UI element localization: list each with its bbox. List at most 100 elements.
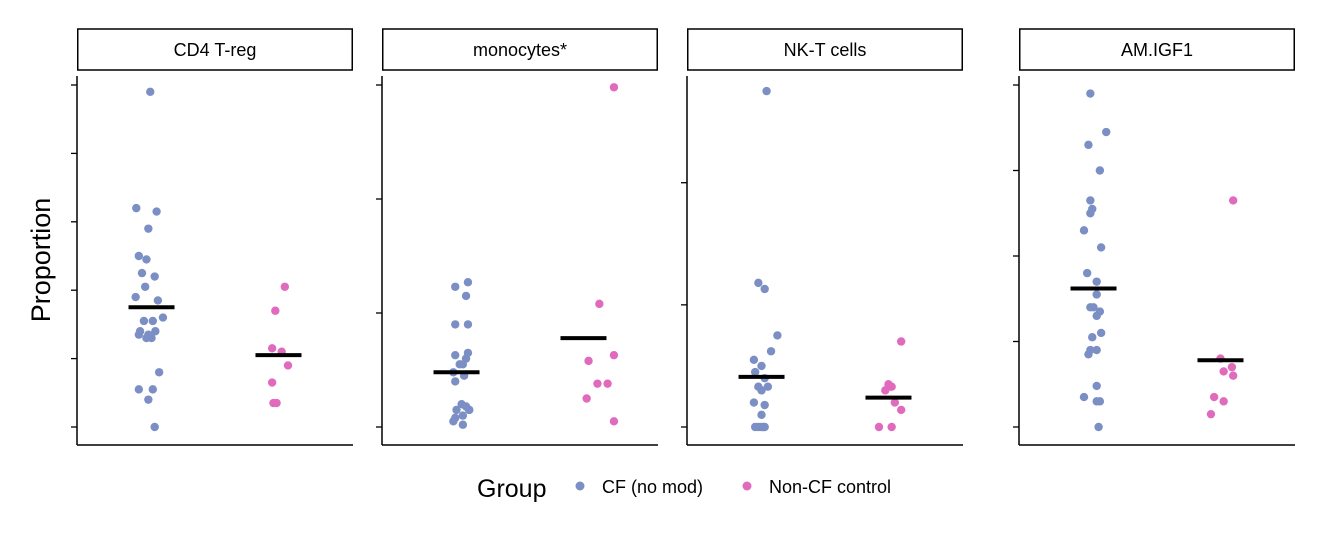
data-point (749, 355, 759, 365)
data-point (766, 347, 776, 356)
data-point (158, 313, 168, 322)
facet-title: monocytes* (473, 40, 567, 60)
data-point (1082, 268, 1092, 278)
data-point (134, 251, 144, 261)
data-point (1219, 367, 1228, 376)
facet-panel: CD4 T-reg (71, 28, 353, 446)
data-point (139, 316, 149, 326)
data-point (132, 203, 141, 213)
data-point (754, 278, 763, 288)
data-point (773, 331, 782, 340)
data-point (1094, 422, 1103, 432)
data-point (874, 422, 884, 432)
data-point (1228, 371, 1238, 380)
data-point (760, 422, 769, 432)
data-point (887, 422, 896, 432)
data-point (1102, 127, 1111, 137)
data-point (144, 224, 153, 233)
data-point (267, 344, 277, 353)
legend: Group CF (no mod) Non-CF control (477, 475, 891, 503)
data-point (1084, 350, 1093, 359)
data-point (463, 320, 473, 329)
data-point (1219, 397, 1228, 406)
data-point (144, 395, 153, 404)
data-point (1092, 290, 1101, 299)
data-point (1227, 362, 1237, 372)
data-point (1092, 381, 1101, 391)
legend-title: Group (477, 475, 546, 503)
data-point (451, 377, 460, 386)
data-point (131, 292, 140, 302)
facet-panels: CD4 T-reg monocytes* NK-T cells AM.IGF1 (71, 28, 1295, 446)
data-point (458, 420, 468, 429)
y-axis-label: Proportion (26, 198, 56, 323)
data-point (452, 405, 461, 415)
data-point (1209, 392, 1219, 402)
data-point (461, 291, 471, 301)
facet-panel: AM.IGF1 (1013, 28, 1295, 446)
legend-swatch-cf (575, 481, 585, 491)
data-point (458, 360, 468, 369)
data-point (763, 382, 773, 391)
data-point (603, 379, 612, 388)
data-point (465, 405, 474, 415)
legend-label-non-cf: Non-CF control (769, 477, 891, 497)
data-point (582, 394, 591, 403)
data-point (134, 385, 144, 394)
data-point (896, 337, 906, 346)
data-point (609, 350, 619, 360)
facet-title: AM.IGF1 (1121, 40, 1193, 60)
data-point (1089, 303, 1098, 312)
facet-strip (687, 28, 963, 71)
data-point (280, 282, 290, 291)
data-point (609, 417, 619, 426)
data-point (1092, 277, 1101, 286)
data-point (153, 296, 163, 305)
data-point (458, 411, 468, 420)
facet-title: NK-T cells (784, 40, 867, 60)
data-point (584, 356, 593, 366)
data-point (609, 83, 619, 92)
data-point (757, 361, 766, 371)
data-point (749, 398, 759, 407)
data-point (267, 378, 277, 387)
data-point (595, 299, 604, 309)
data-point (137, 268, 147, 278)
facet-panel: NK-T cells (681, 28, 963, 446)
data-point (1084, 140, 1093, 150)
data-point (1096, 243, 1106, 252)
legend-swatch-non-cf (742, 481, 752, 491)
data-point (140, 282, 150, 291)
legend-label-cf: CF (no mod) (602, 477, 703, 497)
facet-title: CD4 T-reg (174, 40, 257, 60)
data-point (1096, 328, 1106, 338)
data-point (142, 255, 151, 264)
data-point (887, 382, 896, 391)
facet-strip (382, 28, 658, 71)
data-point (150, 422, 159, 432)
data-point (283, 361, 293, 370)
data-point (1086, 89, 1095, 98)
data-point (760, 284, 769, 294)
data-point (760, 400, 769, 410)
data-point (1095, 397, 1105, 406)
data-point (451, 282, 460, 291)
data-point (1088, 333, 1097, 342)
data-point (593, 379, 602, 388)
data-point (1086, 196, 1095, 205)
data-point (881, 386, 890, 395)
data-point (463, 278, 473, 287)
data-point (272, 398, 281, 408)
data-point (757, 410, 766, 419)
facet-panel: monocytes* (376, 28, 658, 446)
facet-strip (1019, 28, 1295, 71)
data-point (1228, 196, 1238, 205)
facet-strip (77, 28, 353, 71)
data-point (896, 405, 906, 415)
data-point (1092, 311, 1101, 321)
data-point (1206, 409, 1216, 419)
data-point (134, 330, 144, 339)
data-point (1086, 209, 1095, 218)
data-point (750, 367, 760, 377)
